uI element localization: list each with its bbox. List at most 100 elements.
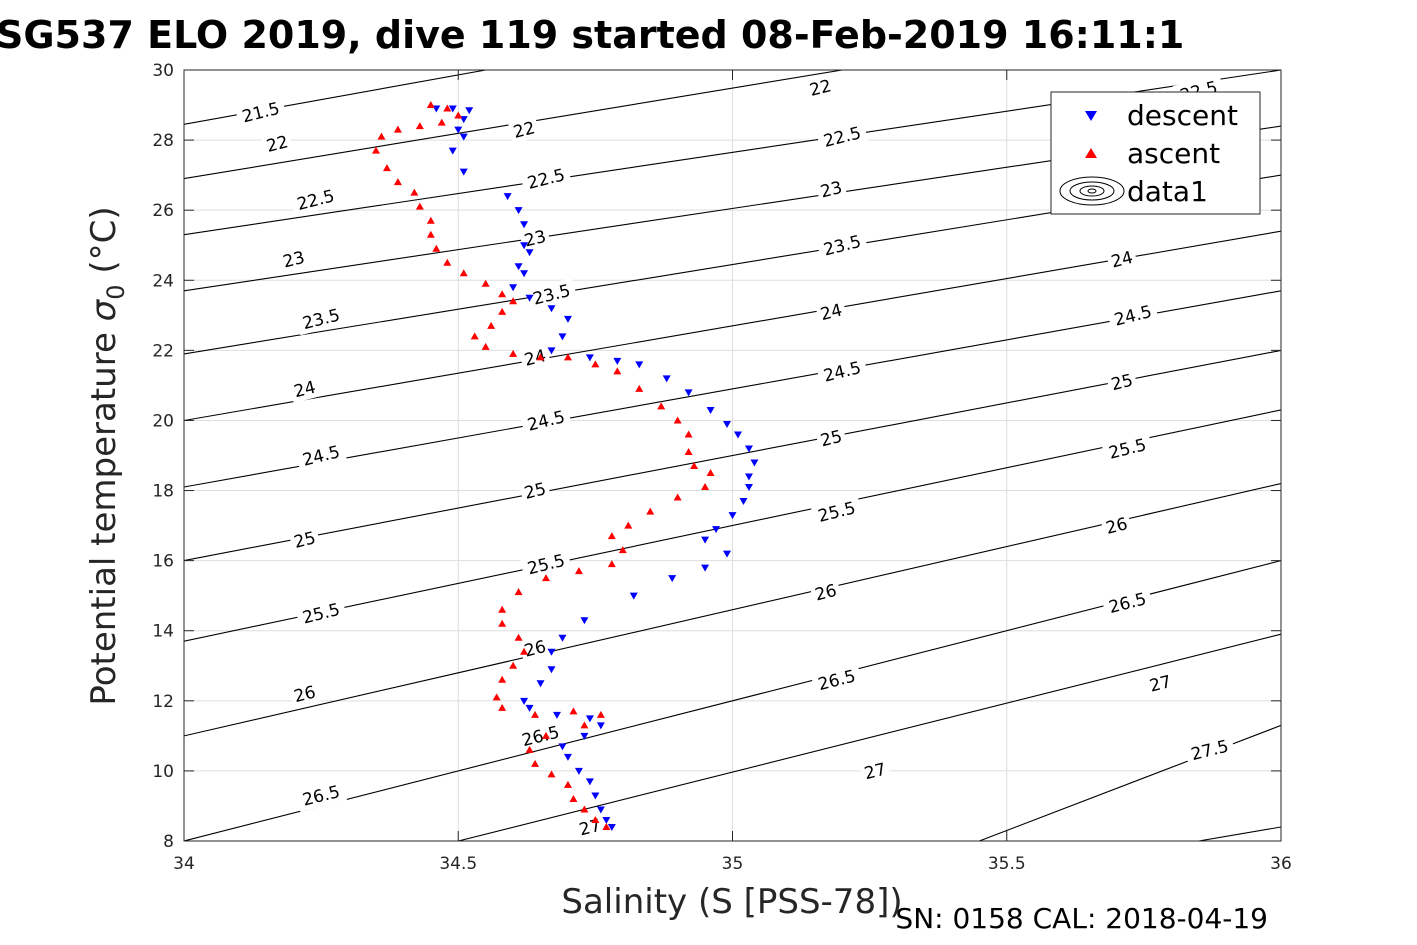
descent-point [684, 389, 693, 397]
contour-line-28 [1198, 826, 1281, 841]
descent-point [465, 107, 474, 115]
ascent-point [432, 244, 441, 252]
descent-point [558, 743, 567, 751]
descent-point [712, 526, 721, 534]
contour-label-bg [277, 245, 310, 274]
descent-point [744, 445, 753, 453]
ascent-point [542, 574, 551, 582]
contour-label-bg [814, 297, 848, 326]
legend-ascent-label: ascent [1127, 137, 1220, 170]
descent-point [723, 550, 732, 558]
contour-line-25 [184, 349, 1281, 562]
descent-point [514, 263, 523, 271]
ascent-point [569, 794, 578, 802]
chart-title: SG537 ELO 2019, dive 119 started 08-Feb-… [0, 13, 1184, 57]
descent-series [432, 105, 759, 831]
y-tick-label: 12 [152, 692, 174, 712]
descent-point [596, 722, 605, 730]
ascent-point [393, 125, 402, 133]
descent-point [706, 406, 715, 414]
descent-point [580, 617, 589, 625]
descent-point [520, 270, 529, 278]
descent-point [668, 575, 677, 583]
descent-point [563, 753, 572, 761]
descent-point [547, 347, 556, 355]
ascent-point [437, 118, 446, 126]
y-tick-label: 10 [152, 762, 174, 782]
descent-point [509, 284, 518, 292]
contour-label-bg [520, 547, 572, 581]
contour-label-bg [804, 73, 837, 102]
x-tick-label: 36 [1270, 854, 1292, 874]
y-ticks: 8 10 12 14 16 18 20 22 24 26 28 30 [152, 61, 1281, 852]
contour-label-bg [816, 120, 869, 154]
descent-point [701, 536, 710, 544]
y-tick-label: 22 [152, 341, 174, 361]
ascent-point [514, 588, 523, 596]
contour-label: 26 [518, 634, 552, 663]
contour-label-bg [814, 423, 848, 453]
ascent-point [498, 619, 507, 627]
ascent-point [393, 178, 402, 186]
ascent-point [602, 822, 611, 830]
contour-label: 26 [1100, 511, 1133, 540]
y-tick-label: 26 [152, 201, 174, 221]
contour-label-bg [814, 175, 848, 204]
contour-label-bg [858, 756, 892, 785]
ascent-point [443, 258, 452, 266]
descent-point [744, 473, 753, 481]
ascent-point [520, 647, 529, 655]
contour-label-bg [518, 224, 552, 253]
contour-label-bg [295, 439, 348, 472]
ascent-point [498, 290, 507, 298]
descent-point [547, 648, 556, 656]
ascent-point [574, 567, 583, 575]
ascent-point [591, 815, 600, 823]
x-tick-label: 35.5 [988, 854, 1026, 874]
legend-data1-label: data1 [1127, 175, 1208, 208]
ascent-point [531, 759, 540, 767]
descent-point [459, 133, 468, 141]
ascent-point [607, 532, 616, 540]
ascent-point [492, 693, 501, 701]
ascent-point [426, 216, 435, 224]
descent-point [701, 564, 710, 572]
ascent-point [618, 546, 627, 554]
contour-label-bg [288, 374, 321, 403]
ascent-point [706, 469, 715, 477]
descent-point [547, 666, 556, 674]
descent-point [525, 294, 534, 302]
ascent-point [531, 710, 540, 718]
grid [183, 69, 1282, 842]
contour-label-bg [816, 354, 869, 388]
ascent-point [536, 353, 545, 361]
descent-point [552, 711, 561, 719]
contour-label-bg [288, 679, 321, 708]
ascent-point [525, 745, 534, 753]
ascent-point [547, 770, 556, 778]
contour-label-bg [507, 115, 541, 144]
ascent-point [498, 605, 507, 613]
legend-ascent-marker [1085, 148, 1097, 158]
legend: descent ascent data1 [1050, 91, 1261, 215]
descent-point [514, 207, 523, 215]
ascent-point [377, 132, 386, 140]
contour-label-bg [288, 525, 321, 554]
ascent-point [607, 560, 616, 568]
descent-point [596, 806, 605, 814]
ascent-point [580, 805, 589, 813]
descent-point [520, 221, 529, 229]
contour-line-25-5 [184, 409, 1281, 642]
y-tick-label: 16 [152, 552, 174, 572]
descent-point [520, 242, 529, 250]
contour-label-bg [295, 302, 348, 336]
descent-point [591, 792, 600, 800]
descent-point [585, 778, 594, 786]
ascent-point [415, 202, 424, 210]
x-tick-label: 34.5 [439, 854, 477, 874]
ascent-point [563, 353, 572, 361]
y-axis-label-symbol: σ [84, 298, 124, 321]
ascent-point [684, 430, 693, 438]
y-axis-label-main: Potential temperature [84, 321, 124, 705]
descent-point [629, 592, 638, 600]
